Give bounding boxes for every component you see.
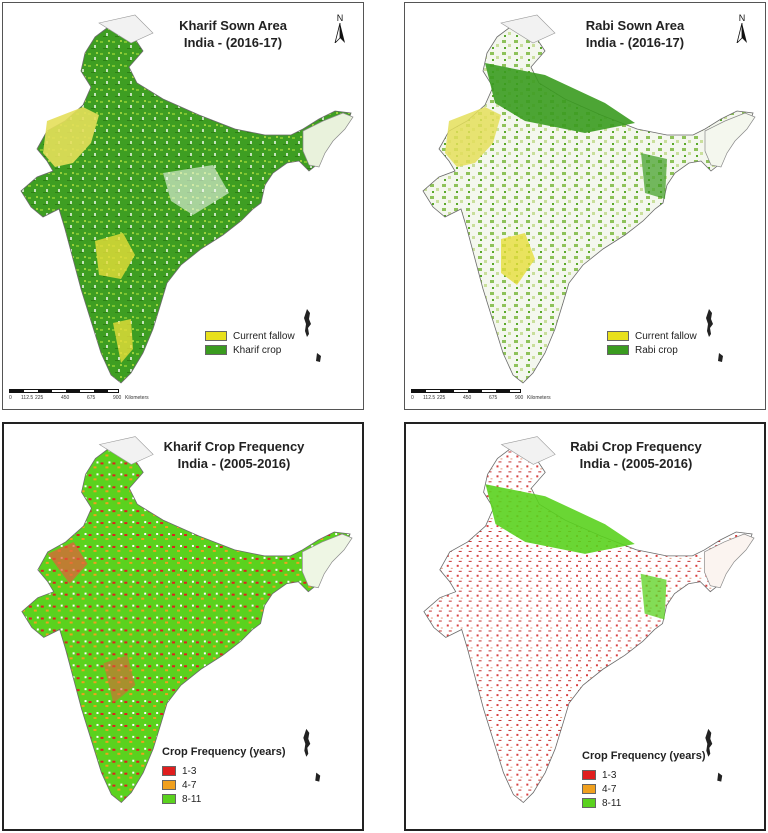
rabi-frequency-map <box>423 436 755 804</box>
rabi-sown-map <box>422 14 756 384</box>
legend-item-8-11: 8-11 <box>162 792 285 806</box>
legend-item-4-7: 4-7 <box>162 778 285 792</box>
swatch <box>205 331 227 341</box>
swatch <box>205 345 227 355</box>
legend-item-fallow: Current fallow <box>607 329 697 343</box>
kharif-frequency-map <box>21 436 353 804</box>
swatch <box>607 331 629 341</box>
swatch <box>582 770 596 780</box>
legend: Current fallow Kharif crop <box>205 329 295 357</box>
swatch <box>162 780 176 790</box>
scale-bar: 0 112.5 225 450 675 900 Kilometers <box>9 389 159 403</box>
kharif-sown-area-panel: Kharif Sown Area India - (2016-17) N Cur… <box>2 2 364 410</box>
legend-item-1-3: 1-3 <box>582 768 705 782</box>
legend-item-8-11: 8-11 <box>582 796 705 810</box>
panel-title: Kharif Sown Area India - (2016-17) <box>179 18 287 50</box>
legend-item-crop: Rabi crop <box>607 343 697 357</box>
swatch <box>607 345 629 355</box>
swatch <box>582 798 596 808</box>
panel-title: Rabi Sown Area India - (2016-17) <box>585 18 685 50</box>
rabi-frequency-panel: Rabi Crop Frequency India - (2005-2016) … <box>404 422 766 831</box>
kharif-frequency-panel: Kharif Crop Frequency India - (2005-2016… <box>2 422 364 831</box>
legend-item-fallow: Current fallow <box>205 329 295 343</box>
legend-title: Crop Frequency (years) <box>582 750 706 762</box>
swatch <box>162 766 176 776</box>
swatch <box>162 794 176 804</box>
rabi-sown-area-panel: Rabi Sown Area India - (2016-17) N Curre… <box>404 2 766 410</box>
scale-bar: 0 112.5 225 450 675 900 Kilometers <box>411 389 561 403</box>
panel-title: Rabi Crop Frequency India - (2005-2016) <box>570 439 702 471</box>
swatch <box>582 784 596 794</box>
legend: Crop Frequency (years) 1-3 4-7 8-11 <box>162 746 285 806</box>
legend-item-4-7: 4-7 <box>582 782 705 796</box>
legend-item-1-3: 1-3 <box>162 764 285 778</box>
panel-title: Kharif Crop Frequency India - (2005-2016… <box>163 439 305 471</box>
legend: Current fallow Rabi crop <box>607 329 697 357</box>
legend: Crop Frequency (years) 1-3 4-7 8-11 <box>582 750 705 810</box>
north-arrow-icon: N <box>333 13 347 47</box>
legend-title: Crop Frequency (years) <box>162 746 286 758</box>
kharif-sown-map <box>20 14 354 384</box>
north-arrow-icon: N <box>735 13 749 47</box>
legend-item-crop: Kharif crop <box>205 343 295 357</box>
